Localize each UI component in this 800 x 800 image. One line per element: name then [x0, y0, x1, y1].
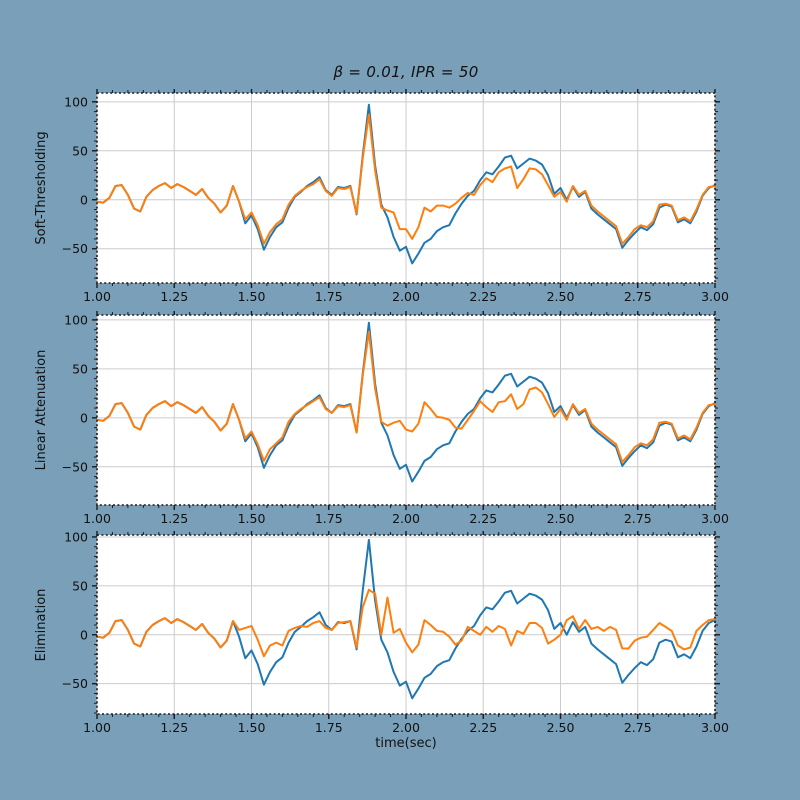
panel-2-xtick-label: 2.75 — [624, 720, 652, 735]
chart-title: β = 0.01, IPR = 50 — [333, 63, 479, 81]
panel-2-xtick-label: 2.25 — [469, 720, 497, 735]
panel-0-xtick-label: 2.50 — [547, 289, 575, 304]
panel-1-xtick-label: 1.00 — [83, 511, 111, 526]
panel-2-ytick-label: 50 — [72, 578, 88, 593]
panel-2-xtick-label: 2.00 — [392, 720, 420, 735]
panel-2-eliminated-signal-line — [96, 588, 716, 658]
panel-0-xtick-label: 2.25 — [469, 289, 497, 304]
panel-2-xtick-label: 1.00 — [83, 720, 111, 735]
panel-0-ytick-label: 0 — [80, 192, 88, 207]
panel-1-xtick-label: 2.00 — [392, 511, 420, 526]
panel-0-xtick-label: 2.00 — [392, 289, 420, 304]
panel-1-xtick-label: 2.50 — [547, 511, 575, 526]
panel-0-xtick-label: 2.75 — [624, 289, 652, 304]
panel-1-ytick-label: 0 — [80, 410, 88, 425]
ylabel-linear-attenuation: Linear Attenuation — [34, 349, 49, 471]
panel-0-ytick-label: 100 — [64, 94, 88, 109]
ylabel-soft-thresholding: Soft-Thresholding — [34, 131, 49, 245]
panel-0-xtick-label: 3.00 — [701, 289, 729, 304]
panel-1-ytick-label: 50 — [72, 361, 88, 376]
panel-1-xtick-label: 1.25 — [160, 511, 188, 526]
panel-0-xtick-label: 1.75 — [315, 289, 343, 304]
panel-2-xtick-label: 3.00 — [701, 720, 729, 735]
panel-1-xtick-label: 3.00 — [701, 511, 729, 526]
panel-1-linear-attenuated-signal-line — [96, 330, 716, 463]
panel-1-ytick-label: 100 — [64, 312, 88, 327]
xlabel: time(sec) — [375, 736, 437, 751]
panel-2-ytick-label: 100 — [64, 529, 88, 544]
panel-0-xtick-label: 1.50 — [238, 289, 266, 304]
ylabel-elimination: Elimination — [34, 588, 49, 661]
panel-1-xtick-label: 1.50 — [238, 511, 266, 526]
panel-2-ytick-label: 0 — [80, 627, 88, 642]
panel-2-xtick-label: 1.75 — [315, 720, 343, 735]
panel-1-xtick-label: 2.75 — [624, 511, 652, 526]
panel-1-xtick-label: 1.75 — [315, 511, 343, 526]
panel-0-xtick-label: 1.00 — [83, 289, 111, 304]
panel-2-xtick-label: 2.50 — [547, 720, 575, 735]
panel-2-ytick-label: −50 — [62, 676, 88, 691]
panel-1-ytick-label: −50 — [62, 459, 88, 474]
panel-0-ytick-label: −50 — [62, 241, 88, 256]
panel-1-xtick-label: 2.25 — [469, 511, 497, 526]
panel-2-xtick-label: 1.50 — [238, 720, 266, 735]
panel-0-soft-thresholded-signal-line — [96, 113, 716, 245]
panel-0-xtick-label: 1.25 — [160, 289, 188, 304]
panel-2-xtick-label: 1.25 — [160, 720, 188, 735]
panel-0-ytick-label: 50 — [72, 143, 88, 158]
